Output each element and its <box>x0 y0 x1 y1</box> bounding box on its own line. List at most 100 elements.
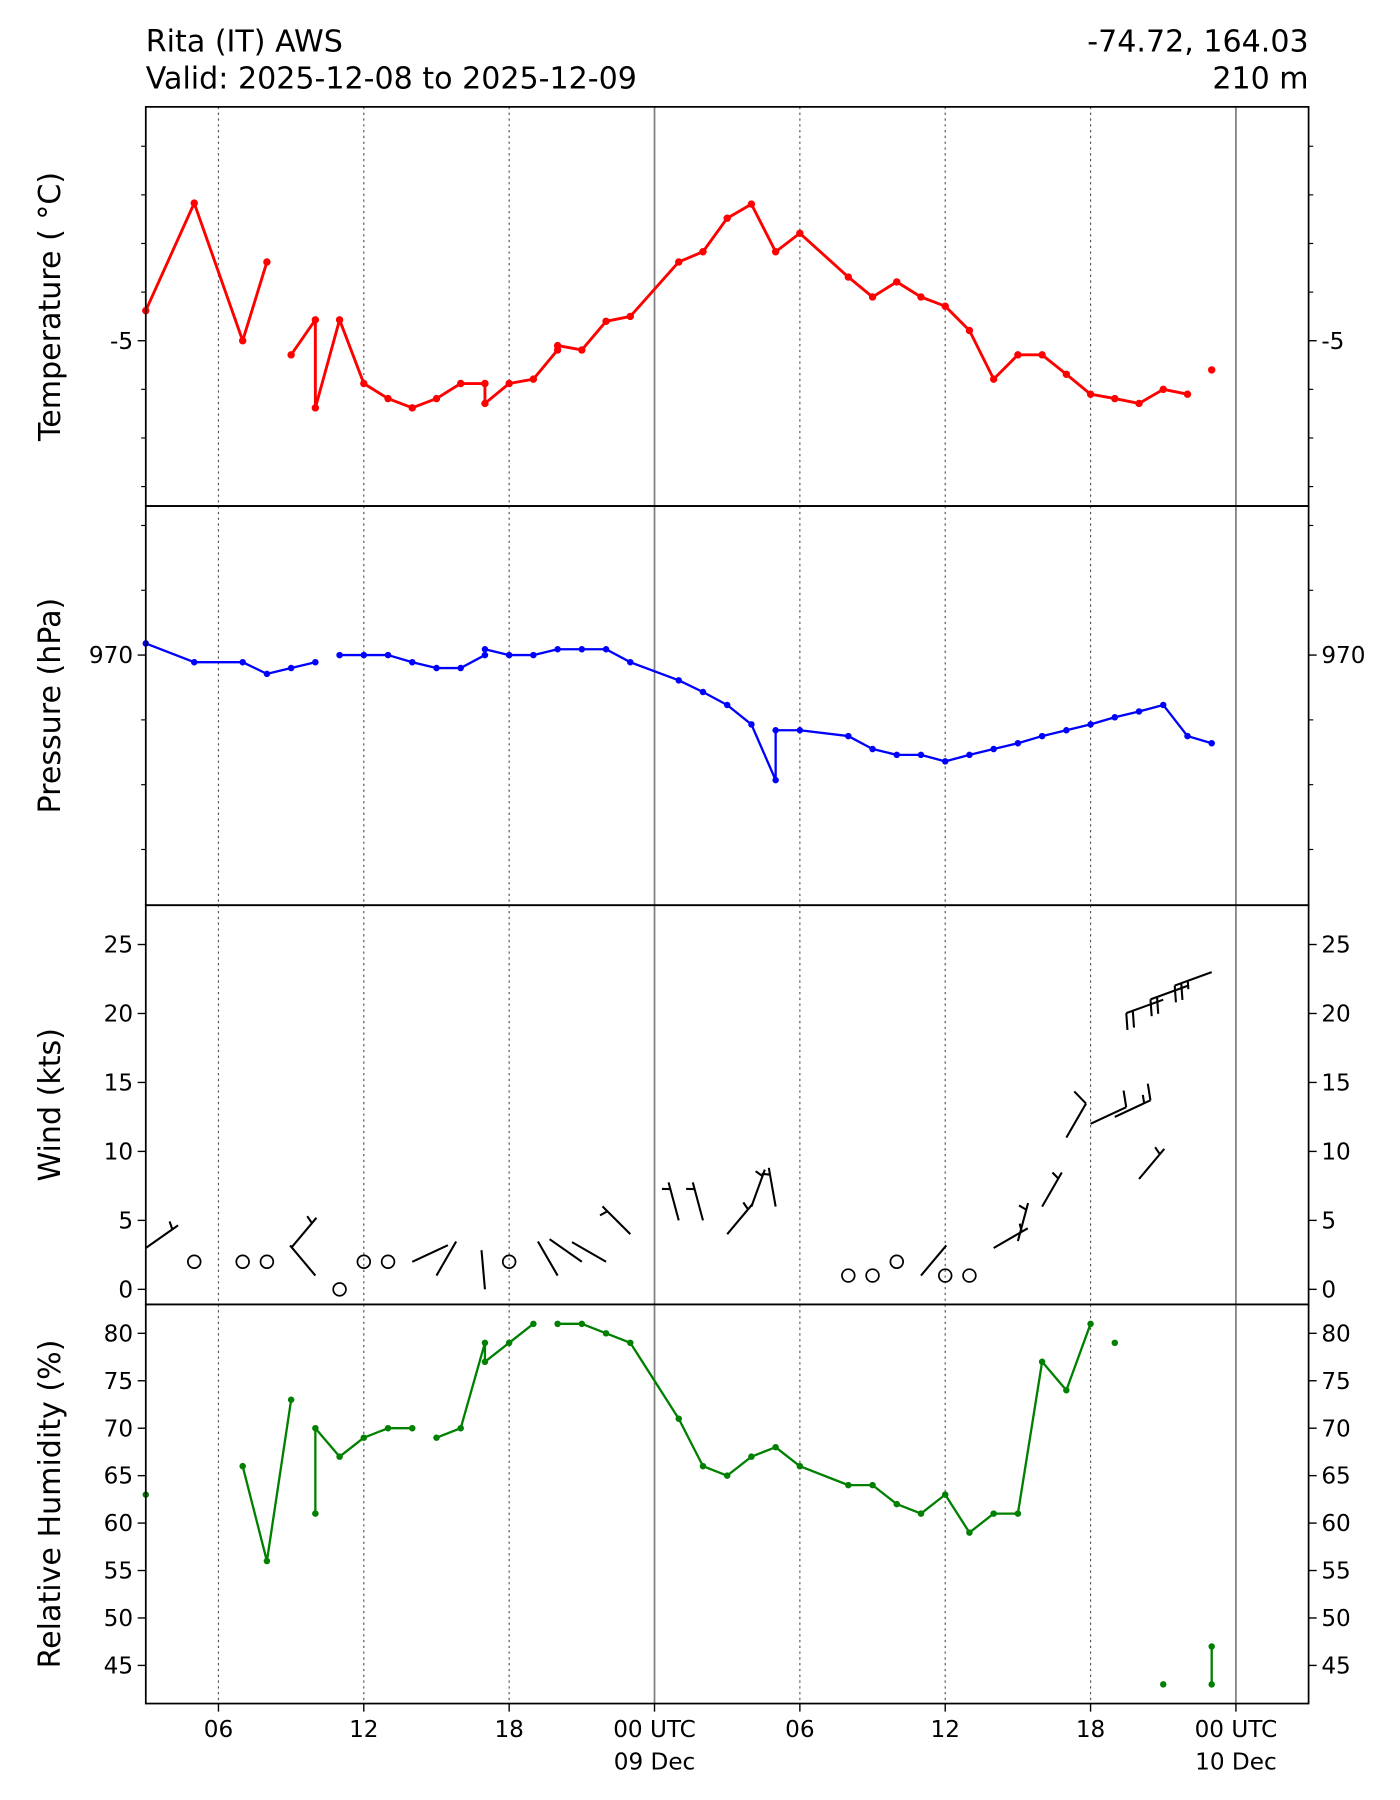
x-tick-label: 18 <box>1076 1717 1105 1743</box>
data-point <box>990 745 997 753</box>
data-point <box>771 248 780 256</box>
data-point <box>748 1453 755 1460</box>
data-point <box>408 404 416 412</box>
x-tick-sublabel: 09 Dec <box>614 1750 696 1776</box>
data-point <box>312 1510 319 1517</box>
y-axis-label: Relative Humidity (%) <box>33 1340 68 1669</box>
y-tick-label: 970 <box>89 643 133 669</box>
data-point <box>481 1358 489 1366</box>
y-tick-label: 0 <box>118 1277 133 1303</box>
wind-barb <box>435 1240 458 1277</box>
data-point <box>869 745 876 753</box>
data-point <box>1063 1387 1070 1394</box>
data-point <box>747 200 756 208</box>
data-point <box>1207 366 1216 374</box>
y-tick-label: 10 <box>104 1140 133 1166</box>
data-point <box>1063 727 1070 734</box>
y-tick-label-right: 55 <box>1321 1559 1350 1585</box>
y-tick-label: 25 <box>104 933 133 959</box>
data-point <box>1038 732 1046 740</box>
wind-barb <box>537 1240 559 1277</box>
y-tick-label: 65 <box>104 1464 133 1490</box>
wind-barb <box>761 1167 777 1207</box>
data-point <box>505 1339 513 1347</box>
data-point <box>1135 708 1143 715</box>
y-tick-label-right: 65 <box>1321 1464 1350 1490</box>
wind-barb <box>661 1182 680 1221</box>
data-point <box>335 316 344 324</box>
data-point <box>893 278 901 286</box>
data-point <box>772 1443 779 1451</box>
y-tick-label: 5 <box>118 1208 133 1234</box>
y-tick-label-right: 80 <box>1321 1321 1350 1347</box>
data-point <box>917 751 925 759</box>
data-point <box>1159 385 1167 394</box>
data-point <box>699 688 707 696</box>
x-tick-label: 00 UTC <box>1195 1717 1278 1743</box>
data-point <box>481 399 489 408</box>
wind-barb <box>1173 971 1213 1003</box>
y-tick-label: 20 <box>104 1002 133 1028</box>
wind-barb <box>1041 1171 1063 1208</box>
data-point <box>360 1434 368 1441</box>
wind-barb <box>599 1205 632 1235</box>
data-point <box>263 670 271 678</box>
y-tick-label-right: 70 <box>1321 1416 1350 1442</box>
station-title: Rita (IT) AWS <box>146 24 343 59</box>
data-point <box>312 658 319 666</box>
data-point <box>311 404 320 412</box>
data-point <box>481 646 489 653</box>
calm-wind <box>235 1254 250 1269</box>
calm-wind <box>962 1268 977 1283</box>
data-point <box>989 375 998 383</box>
data-point <box>1087 721 1094 728</box>
data-point <box>675 677 682 684</box>
y-tick-label-right: -5 <box>1321 329 1344 355</box>
data-point <box>457 1424 464 1432</box>
data-point <box>287 664 295 672</box>
wind-barb <box>1016 1202 1030 1242</box>
data-point <box>505 651 513 659</box>
data-point <box>699 1462 707 1470</box>
data-point <box>239 1462 246 1470</box>
data-point <box>966 751 973 759</box>
data-point <box>602 317 610 325</box>
data-point <box>772 776 779 784</box>
data-point <box>384 394 392 403</box>
data-point <box>312 1424 319 1432</box>
y-tick-label-right: 0 <box>1321 1277 1336 1303</box>
y-tick-label-right: 45 <box>1321 1654 1350 1680</box>
data-point <box>1014 1510 1022 1517</box>
data-point <box>941 302 949 310</box>
data-point <box>602 646 610 653</box>
wind-barb <box>686 1182 704 1221</box>
data-point <box>723 701 731 709</box>
y-axis-label: Pressure (hPa) <box>33 598 68 814</box>
coordinates: -74.72, 164.03 <box>1087 24 1308 59</box>
data-point <box>844 273 853 281</box>
wind-barb <box>750 1169 766 1207</box>
y-tick-label: 55 <box>104 1559 133 1585</box>
data-point <box>263 1557 271 1565</box>
data-point <box>481 1339 489 1347</box>
data-point <box>1111 1339 1119 1347</box>
data-point <box>893 751 901 759</box>
data-point <box>1208 1681 1215 1688</box>
calm-wind <box>380 1254 396 1269</box>
y-tick-label-right: 10 <box>1321 1140 1350 1166</box>
calm-wind <box>501 1254 517 1269</box>
y-tick-label: -5 <box>110 329 133 355</box>
data-point <box>287 351 295 359</box>
data-point <box>1135 399 1143 408</box>
wind-barb <box>480 1250 486 1290</box>
data-point <box>748 721 755 728</box>
data-point <box>941 758 949 765</box>
wind-barb <box>920 1244 948 1277</box>
calm-wind <box>332 1282 347 1297</box>
data-point <box>336 1453 343 1460</box>
data-point <box>1038 1358 1046 1366</box>
valid-range: Valid: 2025-12-08 to 2025-12-09 <box>146 61 637 96</box>
data-point <box>360 651 368 659</box>
panel-frame <box>144 1303 1310 1705</box>
data-point <box>869 1481 876 1489</box>
